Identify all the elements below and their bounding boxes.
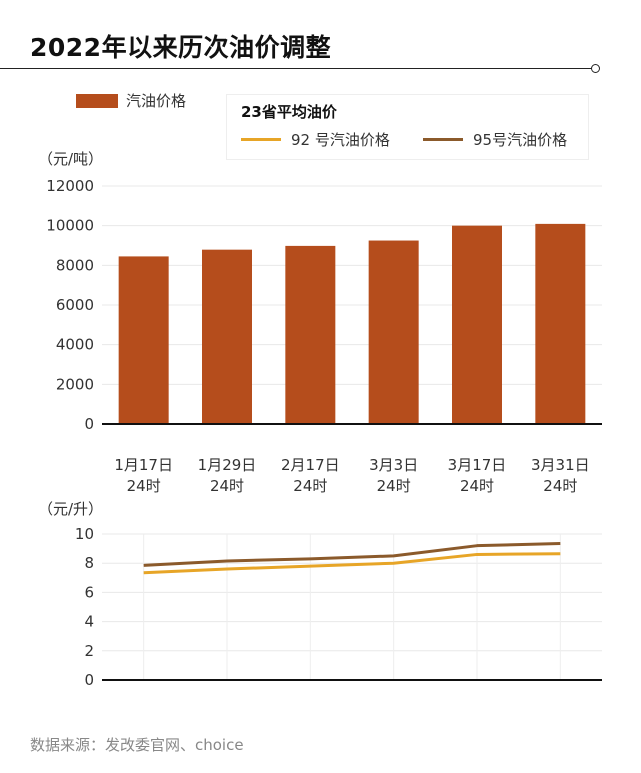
title-divider	[0, 68, 594, 69]
bar-y-tick-label: 6000	[56, 296, 94, 314]
bar	[368, 240, 419, 424]
bar-x-tick-label: 24时	[210, 477, 244, 495]
bar-x-tick-label: 3月31日	[531, 456, 590, 474]
bar-x-tick-label: 1月17日	[114, 456, 173, 474]
bar-y-tick-label: 0	[84, 415, 94, 433]
bar	[202, 249, 252, 424]
line-y-tick-label: 10	[75, 525, 94, 543]
bar	[285, 245, 336, 424]
line-y-tick-label: 8	[84, 554, 94, 572]
line-legend: 23省平均油价 92 号汽油价格 95号汽油价格	[226, 94, 589, 160]
bar-x-tick-label: 3月17日	[448, 456, 507, 474]
bar	[118, 256, 169, 424]
legend-item-95: 95号汽油价格	[423, 129, 567, 150]
bar-y-tick-label: 10000	[46, 217, 94, 235]
bar-x-tick-label: 2月17日	[281, 456, 340, 474]
bar-legend: 汽油价格	[76, 90, 186, 111]
bar-y-tick-label: 12000	[46, 177, 94, 195]
bar-legend-label: 汽油价格	[126, 92, 187, 110]
series-line-92	[143, 552, 561, 575]
data-source: 数据来源：发改委官网、choice	[30, 736, 244, 754]
legend-label-95: 95号汽油价格	[473, 131, 568, 149]
bar-x-tick-label: 3月3日	[369, 456, 418, 474]
bar-legend-swatch	[76, 93, 118, 108]
series-line-95	[143, 541, 561, 567]
line-y-tick-label: 4	[84, 613, 94, 631]
bar-x-tick-label: 1月29日	[198, 456, 257, 474]
bar-x-tick-label: 24时	[293, 477, 327, 495]
line-y-axis-label: （元/升）	[38, 500, 103, 518]
divider-end-dot	[591, 64, 600, 73]
bar-x-tick-label: 24时	[460, 477, 494, 495]
bar-y-tick-label: 8000	[56, 256, 94, 274]
bar	[452, 225, 502, 424]
bar-x-tick-label: 24时	[127, 477, 161, 495]
bar-x-tick-label: 24时	[543, 477, 577, 495]
bar-y-tick-label: 2000	[56, 375, 94, 393]
bar-x-tick-label: 24时	[377, 477, 411, 495]
line-y-tick-label: 6	[84, 583, 94, 601]
legend-item-92: 92 号汽油价格	[241, 129, 390, 150]
line-legend-title: 23省平均油价	[241, 103, 337, 121]
legend-line-92-swatch	[241, 138, 281, 141]
bar-y-tick-label: 4000	[56, 336, 94, 354]
page-title: 2022年以来历次油价调整	[30, 33, 332, 62]
bar-y-axis-label: （元/吨）	[38, 150, 103, 168]
legend-label-92: 92 号汽油价格	[291, 131, 390, 149]
line-y-tick-label: 0	[84, 671, 94, 689]
line-y-tick-label: 2	[84, 642, 94, 660]
bar	[535, 223, 586, 424]
legend-line-95-swatch	[423, 138, 463, 141]
